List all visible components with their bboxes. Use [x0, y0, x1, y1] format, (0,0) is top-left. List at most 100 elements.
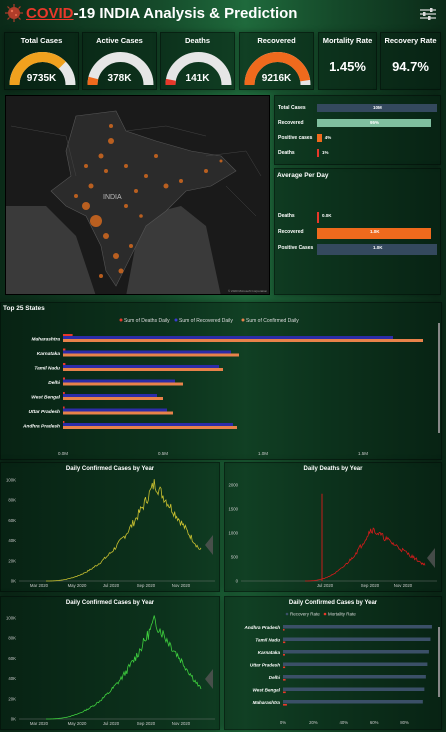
kpi-card-1: Active Cases 378K: [82, 32, 157, 90]
bar-confirmed: [63, 426, 237, 429]
bar-recovered: [63, 336, 393, 339]
state-label: Uttar Pradesh: [29, 409, 61, 415]
y-tick: 20K: [8, 558, 16, 563]
legend-entry: Sum of Confirmed Daily: [246, 318, 299, 324]
bar-recovery-rate: [283, 687, 425, 691]
kpi-card-0: Total Cases 9735K: [4, 32, 79, 90]
bar-recovery-rate: [283, 662, 428, 666]
state-rates-chart: Daily Confirmed Cases by Year Recovery R…: [224, 596, 442, 730]
bar-recovered: [63, 379, 175, 383]
gauge-arc: [165, 52, 232, 86]
map-credit: © 2020 Microsoft Corporation: [228, 289, 268, 293]
gauge-arc: [9, 52, 76, 86]
kpi-label: Total Cases: [20, 36, 63, 45]
state-label: Andhra Pradesh: [244, 625, 281, 630]
scrollbar[interactable]: [438, 627, 440, 697]
map-bubble: [144, 174, 148, 178]
bar-row-fill: [317, 104, 437, 112]
map-bubble: [163, 183, 169, 189]
x-tick: 0.0M: [58, 451, 68, 456]
chart-1-canvas: 0K 20K 40K 60K 80K 100K Mar 2020 May 2020 Jul 20…: [6, 478, 215, 588]
bar-confirmed: [63, 382, 183, 386]
bar-row-label: Recovered: [278, 229, 304, 235]
bar-row-value: 1%: [322, 150, 329, 155]
map-bubble: [90, 215, 102, 227]
x-tick: 40%: [339, 720, 348, 725]
y-tick: 40K: [8, 538, 16, 543]
legend-dot: [174, 318, 178, 322]
title-rest: -19 INDIA Analysis & Prediction: [73, 5, 298, 22]
map-bubble: [82, 202, 90, 210]
bar-deaths: [63, 392, 65, 394]
bar-confirmed: [63, 339, 423, 342]
gauge-arc: [244, 52, 311, 86]
bar-row-fill: [317, 134, 322, 142]
x-tick: Jul 2020: [317, 583, 334, 588]
filter-sliders-icon[interactable]: [419, 7, 437, 21]
gauge-fill: [244, 52, 311, 86]
chart-1-title: Daily Confirmed Cases by Year: [65, 466, 155, 472]
daily-confirmed-chart-1: Daily Confirmed Cases by Year 0K 20K 40K 60…: [0, 462, 220, 592]
bar-deaths: [63, 334, 73, 336]
gauge-fill: [87, 76, 99, 86]
bar-confirmed: [63, 368, 223, 371]
kpi-label: Deaths: [184, 36, 210, 45]
top-states-panel: Top 25 States Sum of Deaths Daily Sum of …: [0, 302, 442, 460]
series-line: [305, 527, 426, 582]
top-states-chart: Sum of Deaths Daily Sum of Recovered Dail…: [22, 318, 440, 456]
legend-entry: Sum of Deaths Daily: [124, 318, 170, 324]
y-tick: 80K: [8, 498, 16, 503]
forecast-handle[interactable]: [427, 548, 435, 568]
bar-row-label: Positive cases: [278, 135, 313, 141]
bar-row-value: 95%: [370, 120, 380, 125]
y-tick: 60K: [8, 656, 16, 661]
series-line: [46, 479, 202, 582]
kpi-value: 9216K: [261, 73, 292, 84]
legend-dot: [285, 612, 289, 616]
map-bubble: [118, 268, 124, 274]
y-tick: 500: [231, 555, 239, 560]
x-tick: 0%: [280, 720, 286, 725]
kpi-label: Recovered: [257, 36, 296, 45]
recovery-rate-label: Recovery Rate: [384, 36, 437, 45]
daily-deaths-chart: Daily Deaths by Year 0 500 1000 1500 2000 Jul…: [224, 462, 442, 592]
map-bubble: [219, 159, 223, 163]
map-bubble: [134, 189, 138, 193]
bar-recovery-rate: [283, 700, 423, 704]
forecast-handle[interactable]: [205, 535, 213, 555]
state-label: West Bengal: [31, 395, 60, 401]
gauge-arc: [87, 52, 154, 86]
x-tick: May 2020: [68, 721, 87, 726]
map-bubble: [109, 124, 113, 128]
average-per-day-panel: Average Per Day Deaths 0.0K Recovered 1.0K P…: [274, 168, 441, 295]
map-bubble: [108, 138, 114, 144]
bar-row-label: Deaths: [278, 150, 295, 156]
forecast-handle[interactable]: [205, 669, 213, 689]
bar-deaths: [63, 406, 65, 409]
map-bubble: [103, 233, 109, 239]
bar-recovery-rate: [283, 625, 432, 629]
bar-recovered: [63, 394, 157, 397]
map-canvas: INDIA © 2020 Microsoft Corporation: [6, 96, 269, 294]
state-label: Karnataka: [37, 351, 61, 357]
gauge-fill: [9, 52, 66, 86]
y-tick: 20K: [8, 696, 16, 701]
virus-icon: [5, 4, 23, 22]
x-tick: Jul 2020: [103, 721, 120, 726]
y-tick: 0K: [11, 579, 16, 584]
bar-row-value: 1.0K: [370, 229, 380, 234]
india-map[interactable]: INDIA © 2020 Microsoft Corporation: [5, 95, 270, 295]
map-bubble: [98, 153, 104, 159]
map-country-label: INDIA: [103, 194, 122, 201]
kpi-value: 141K: [185, 73, 210, 84]
x-tick: Mar 2020: [30, 721, 49, 726]
legend-dot: [323, 612, 327, 616]
bar-confirmed: [63, 353, 239, 357]
map-bubble: [179, 179, 183, 183]
state-label: Tamil Nadu: [34, 366, 60, 372]
y-tick: 40K: [8, 676, 16, 681]
scrollbar[interactable]: [438, 323, 440, 433]
mortality-rate-label: Mortality Rate: [322, 36, 373, 45]
y-tick: 60K: [8, 518, 16, 523]
map-bubble: [204, 169, 208, 173]
